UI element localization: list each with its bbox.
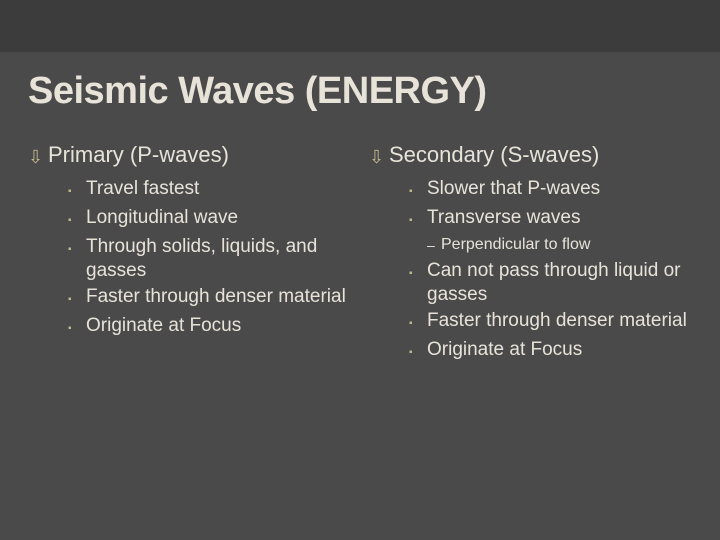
right-heading-row: ⇩ Secondary (S-waves) <box>369 141 692 171</box>
list-item: ▪ Originate at Focus <box>68 314 351 341</box>
sub-list-item: – Perpendicular to flow <box>427 235 692 255</box>
list-item-text: Longitudinal wave <box>86 206 238 230</box>
left-heading-row: ⇩ Primary (P-waves) <box>28 141 351 171</box>
arrow-down-icon: ⇩ <box>369 141 389 171</box>
right-sublist: – Perpendicular to flow <box>369 235 692 255</box>
content-columns: ⇩ Primary (P-waves) ▪ Travel fastest ▪ L… <box>0 123 720 367</box>
top-band <box>0 0 720 52</box>
list-item: ▪ Transverse waves <box>409 206 692 233</box>
list-item-text: Through solids, liquids, and gasses <box>86 235 351 283</box>
square-bullet-icon: ▪ <box>68 235 86 262</box>
square-bullet-icon: ▪ <box>409 309 427 336</box>
square-bullet-icon: ▪ <box>68 314 86 341</box>
list-item: ▪ Through solids, liquids, and gasses <box>68 235 351 283</box>
dash-bullet-icon: – <box>427 235 441 255</box>
right-heading: Secondary (S-waves) <box>389 141 599 169</box>
list-item: ▪ Faster through denser material <box>68 285 351 312</box>
right-column: ⇩ Secondary (S-waves) ▪ Slower that P-wa… <box>369 141 692 367</box>
square-bullet-icon: ▪ <box>68 177 86 204</box>
square-bullet-icon: ▪ <box>68 285 86 312</box>
square-bullet-icon: ▪ <box>409 338 427 365</box>
square-bullet-icon: ▪ <box>409 259 427 286</box>
list-item: ▪ Slower that P-waves <box>409 177 692 204</box>
list-item: ▪ Can not pass through liquid or gasses <box>409 259 692 307</box>
right-list-bottom: ▪ Can not pass through liquid or gasses … <box>369 259 692 365</box>
list-item-text: Faster through denser material <box>86 285 346 309</box>
square-bullet-icon: ▪ <box>409 206 427 233</box>
list-item-text: Can not pass through liquid or gasses <box>427 259 692 307</box>
slide: Seismic Waves (ENERGY) ⇩ Primary (P-wave… <box>0 0 720 540</box>
list-item-text: Originate at Focus <box>86 314 241 338</box>
list-item-text: Originate at Focus <box>427 338 582 362</box>
square-bullet-icon: ▪ <box>409 177 427 204</box>
right-list-top: ▪ Slower that P-waves ▪ Transverse waves <box>369 177 692 233</box>
square-bullet-icon: ▪ <box>68 206 86 233</box>
left-list: ▪ Travel fastest ▪ Longitudinal wave ▪ T… <box>28 177 351 341</box>
list-item-text: Transverse waves <box>427 206 580 230</box>
arrow-down-icon: ⇩ <box>28 141 48 171</box>
list-item-text: Faster through denser material <box>427 309 687 333</box>
left-column: ⇩ Primary (P-waves) ▪ Travel fastest ▪ L… <box>28 141 351 367</box>
left-heading: Primary (P-waves) <box>48 141 229 169</box>
list-item: ▪ Faster through denser material <box>409 309 692 336</box>
list-item: ▪ Originate at Focus <box>409 338 692 365</box>
list-item-text: Travel fastest <box>86 177 199 201</box>
slide-title: Seismic Waves (ENERGY) <box>0 52 720 123</box>
sub-list-item-text: Perpendicular to flow <box>441 235 590 255</box>
list-item: ▪ Travel fastest <box>68 177 351 204</box>
list-item-text: Slower that P-waves <box>427 177 600 201</box>
list-item: ▪ Longitudinal wave <box>68 206 351 233</box>
